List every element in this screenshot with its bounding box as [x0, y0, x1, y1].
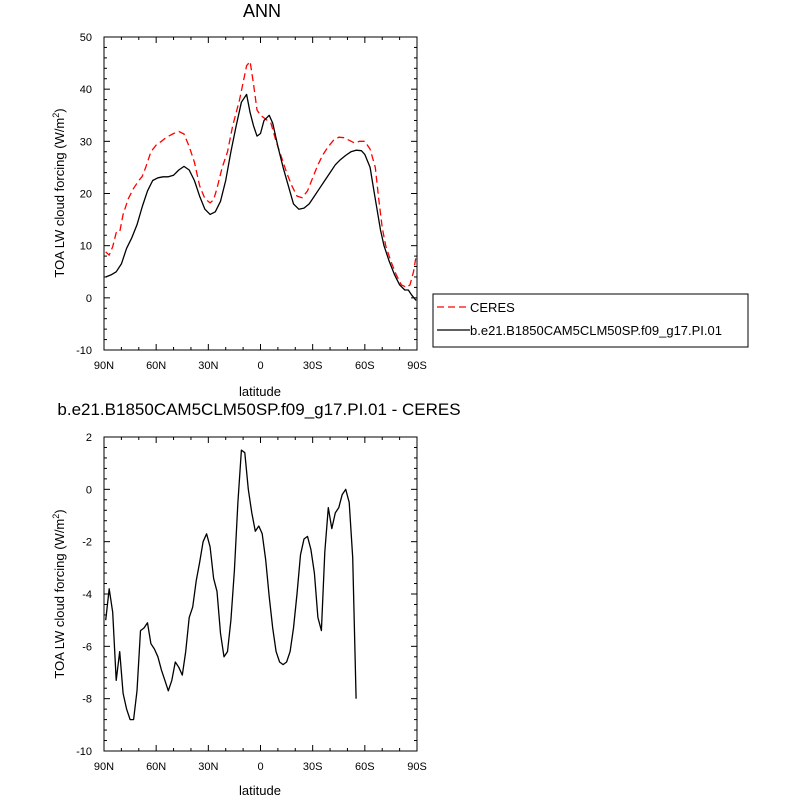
bottom-x-tick-label: 0	[257, 761, 263, 773]
bottom-series-line-0	[105, 449, 357, 721]
top-series-line-0	[105, 60, 417, 289]
legend-label-model: b.e21.B1850CAM5CLM50SP.f09_g17.PI.01	[470, 323, 722, 338]
legend-box	[432, 293, 749, 348]
bottom-plot-frame	[103, 436, 418, 752]
top-y-tick-label: -10	[76, 345, 92, 357]
top-y-tick-label: 20	[80, 189, 92, 201]
bottom-x-tick-label: 90S	[407, 761, 427, 773]
top-plot-frame	[103, 36, 418, 351]
bottom-plot: b.e21.B1850CAM5CLM50SP.f09_g17.PI.01 - C…	[51, 400, 461, 798]
top-x-tick-label: 30N	[198, 360, 218, 372]
top-plot-title: ANN	[243, 1, 281, 21]
top-x-tick-label: 60N	[146, 360, 166, 372]
top-x-tick-label: 60S	[355, 360, 375, 372]
top-x-tick-label: 90S	[407, 360, 427, 372]
bottom-x-tick-label: 90N	[94, 761, 114, 773]
top-y-tick-label: 40	[80, 84, 92, 96]
bottom-y-tick-label: -2	[82, 537, 92, 549]
bottom-x-tick-label: 60S	[355, 761, 375, 773]
top-plot: ANN 90N 60N 30N 0 30S 60S 90S -10 0 10 20 30 40 50 la…	[51, 1, 749, 399]
bottom-x-axis-label: latitude	[239, 783, 281, 798]
top-x-tick-label: 30S	[303, 360, 323, 372]
bottom-x-tick-label: 60N	[146, 761, 166, 773]
bottom-y-axis-label: TOA LW cloud forcing (W/m2)	[51, 509, 67, 678]
top-y-tick-label: 50	[80, 32, 92, 44]
top-series-line-1	[105, 93, 417, 301]
bottom-y-tick-label: 2	[86, 432, 92, 444]
bottom-plot-title: b.e21.B1850CAM5CLM50SP.f09_g17.PI.01 - C…	[57, 400, 460, 419]
top-y-tick-label: 10	[80, 241, 92, 253]
bottom-y-tick-label: -4	[82, 589, 92, 601]
top-x-tick-label: 0	[257, 360, 263, 372]
bottom-y-tick-label: 0	[86, 484, 92, 496]
bottom-y-tick-label: -6	[82, 641, 92, 653]
top-y-tick-label: 30	[80, 136, 92, 148]
top-y-tick-label: 0	[86, 293, 92, 305]
top-x-tick-label: 90N	[94, 360, 114, 372]
legend-label-ceres: CERES	[470, 300, 515, 315]
bottom-y-tick-label: -8	[82, 694, 92, 706]
bottom-x-tick-label: 30N	[198, 761, 218, 773]
bottom-x-tick-label: 30S	[303, 761, 323, 773]
bottom-y-tick-label: -10	[76, 746, 92, 758]
legend: CERES b.e21.B1850CAM5CLM50SP.f09_g17.PI.…	[432, 293, 749, 348]
top-y-axis-label: TOA LW cloud forcing (W/m2)	[51, 108, 67, 277]
top-x-axis-label: latitude	[239, 384, 281, 399]
